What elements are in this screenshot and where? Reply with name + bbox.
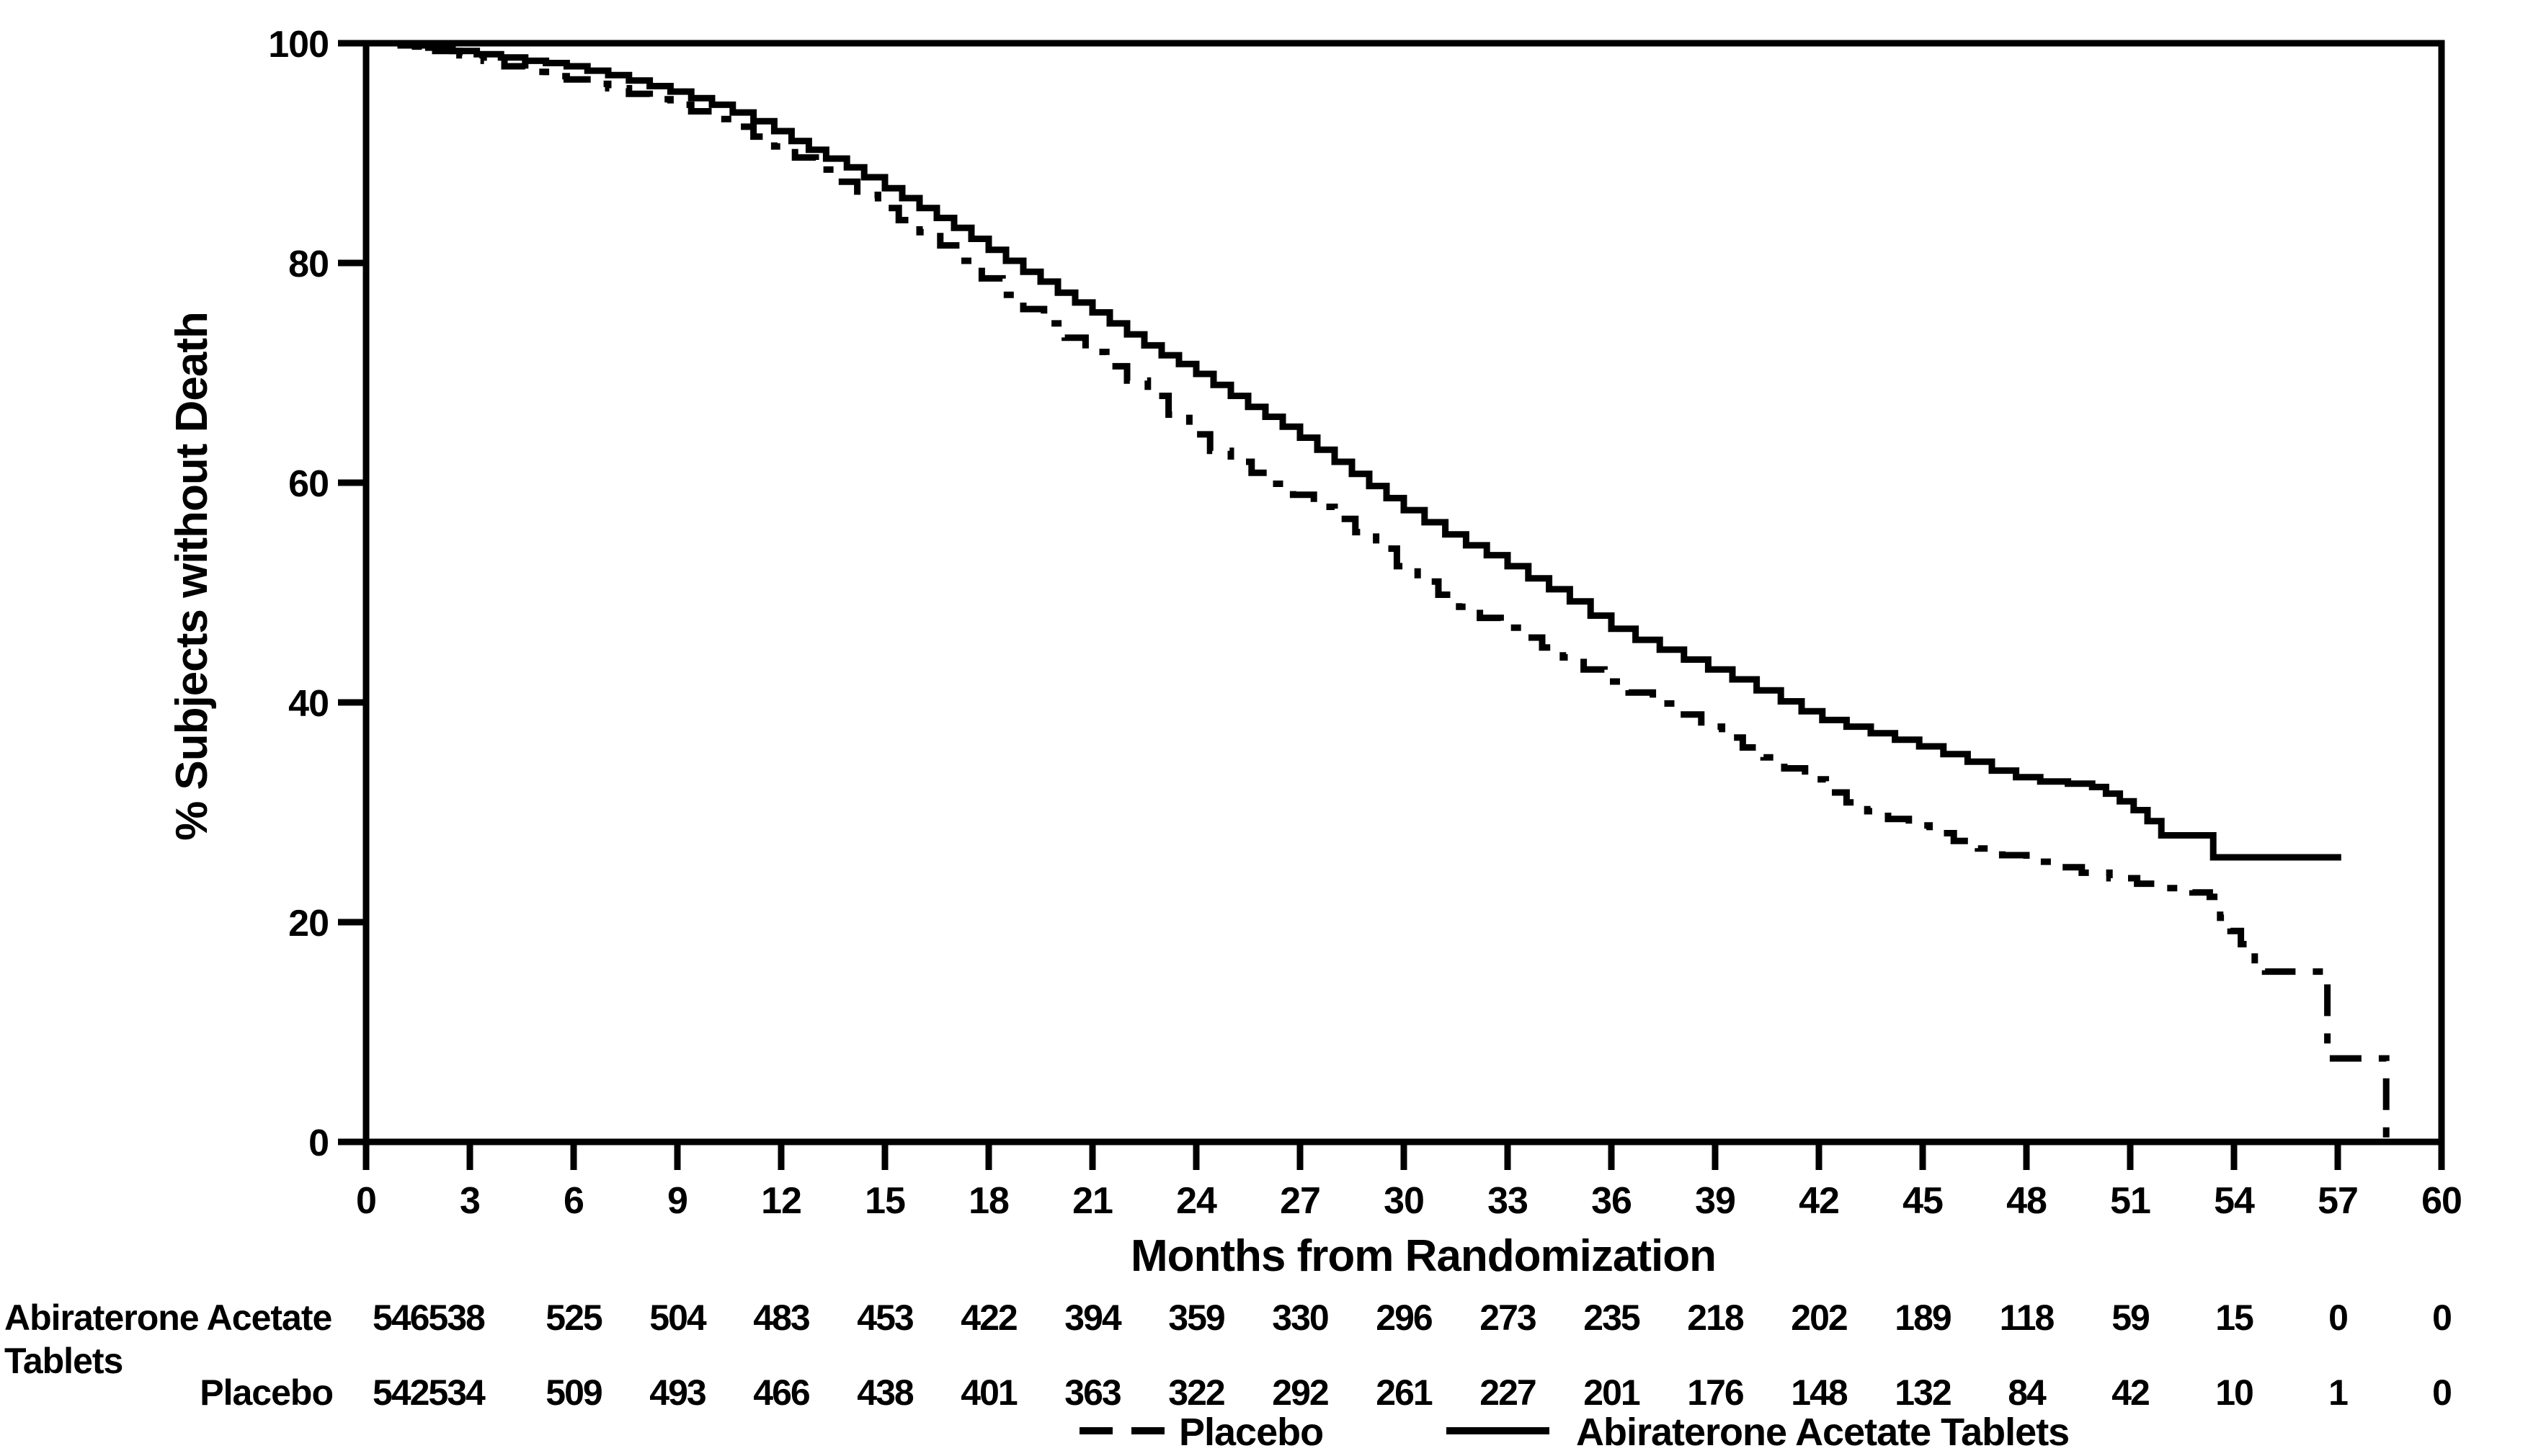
y-tick-label: 0 (308, 1122, 329, 1164)
x-tick-label: 15 (865, 1180, 905, 1222)
x-tick-label: 48 (2006, 1180, 2047, 1222)
legend-abiraterone-label: Abiraterone Acetate Tablets (1576, 1411, 2069, 1452)
x-tick-label: 24 (1176, 1180, 1217, 1222)
risk-value: 292 (1272, 1372, 1328, 1413)
risk-value: 438 (857, 1372, 914, 1413)
risk-value: 15 (2215, 1298, 2253, 1338)
y-tick-label: 20 (288, 903, 329, 944)
risk-row-label-placebo: Placebo (200, 1372, 333, 1413)
y-tick-label: 60 (288, 463, 329, 505)
x-tick-label: 51 (2110, 1180, 2150, 1222)
risk-value: 42 (2111, 1372, 2149, 1413)
risk-row-label-abiraterone-line1: Abiraterone Acetate (4, 1298, 331, 1338)
legend-placebo-label: Placebo (1179, 1411, 1323, 1452)
risk-value: 483 (753, 1298, 809, 1338)
risk-value: 359 (1168, 1298, 1224, 1338)
risk-value: 296 (1376, 1298, 1432, 1338)
x-tick-label: 39 (1695, 1180, 1735, 1222)
x-axis-title: Months from Randomization (1131, 1231, 1716, 1281)
x-tick-label: 33 (1487, 1180, 1528, 1222)
risk-value: 394 (1064, 1298, 1122, 1338)
x-tick-label: 57 (2318, 1180, 2358, 1222)
x-tick-label: 27 (1280, 1180, 1320, 1222)
risk-value: 10 (2215, 1372, 2253, 1413)
x-tick-label: 54 (2214, 1180, 2255, 1222)
y-tick-label: 80 (288, 244, 329, 285)
risk-value: 1 (2328, 1372, 2348, 1413)
y-axis: 0 20 40 60 80 100 (268, 24, 366, 1164)
x-tick-label: 45 (1902, 1180, 1943, 1222)
placebo-curve (366, 40, 2390, 1142)
risk-row-label-abiraterone-line2: Tablets (4, 1341, 123, 1381)
survival-curves (366, 40, 2390, 1142)
x-axis: 0 3 6 9 12 15 18 21 24 27 30 33 36 39 42 45 48 51 54 57 60 (356, 1142, 2462, 1222)
x-tick-label: 30 (1384, 1180, 1424, 1222)
risk-value: 401 (961, 1372, 1018, 1413)
risk-value: 0 (2432, 1372, 2451, 1413)
abiraterone-curve (366, 40, 2341, 861)
risk-value: 504 (649, 1298, 707, 1338)
risk-value: 202 (1791, 1298, 1847, 1338)
risk-value: 453 (857, 1298, 913, 1338)
risk-value: 509 (546, 1372, 602, 1413)
risk-value: 118 (2000, 1298, 2055, 1338)
x-tick-label: 0 (356, 1180, 376, 1222)
risk-table-values: 546538 525 504 483 453 422 394 359 330 296 273 235 2… (373, 1298, 2452, 1413)
x-tick-label: 42 (1799, 1180, 1839, 1222)
risk-value: 546538 (373, 1298, 485, 1338)
risk-value: 59 (2111, 1298, 2149, 1338)
risk-value: 273 (1479, 1298, 1536, 1338)
x-tick-label: 36 (1591, 1180, 1632, 1222)
y-tick-label: 40 (288, 683, 329, 725)
risk-value: 201 (1583, 1372, 1640, 1413)
risk-value: 227 (1479, 1372, 1536, 1413)
risk-value: 0 (2328, 1298, 2347, 1338)
x-tick-label: 6 (564, 1180, 584, 1222)
y-tick-label: 100 (268, 24, 329, 66)
risk-value: 176 (1687, 1372, 1743, 1413)
risk-value: 363 (1064, 1372, 1121, 1413)
risk-value: 148 (1791, 1372, 1848, 1413)
x-tick-label: 3 (460, 1180, 480, 1222)
risk-table: Abiraterone Acetate Tablets Placebo 5465… (4, 1298, 2452, 1413)
risk-value: 218 (1687, 1298, 1744, 1338)
plot-frame (362, 40, 2445, 1145)
risk-value: 525 (546, 1298, 602, 1338)
x-tick-label: 18 (969, 1180, 1009, 1222)
legend: Placebo Abiraterone Acetate Tablets (1080, 1411, 2070, 1454)
x-tick-label: 12 (761, 1180, 801, 1222)
risk-value: 0 (2432, 1298, 2451, 1338)
risk-value: 322 (1168, 1372, 1224, 1413)
x-tick-label: 21 (1072, 1180, 1113, 1222)
risk-value: 235 (1583, 1298, 1640, 1338)
risk-value: 132 (1895, 1372, 1951, 1413)
risk-value: 422 (961, 1298, 1017, 1338)
risk-value: 330 (1272, 1298, 1328, 1338)
risk-value: 542534 (373, 1372, 486, 1413)
x-tick-label: 9 (667, 1180, 687, 1222)
y-axis-title: % Subjects without Death (167, 312, 217, 841)
risk-value: 261 (1376, 1372, 1433, 1413)
x-tick-label: 60 (2421, 1180, 2462, 1222)
risk-value: 189 (1895, 1298, 1951, 1338)
risk-value: 84 (2008, 1372, 2047, 1413)
risk-value: 466 (753, 1372, 809, 1413)
risk-value: 493 (649, 1372, 706, 1413)
